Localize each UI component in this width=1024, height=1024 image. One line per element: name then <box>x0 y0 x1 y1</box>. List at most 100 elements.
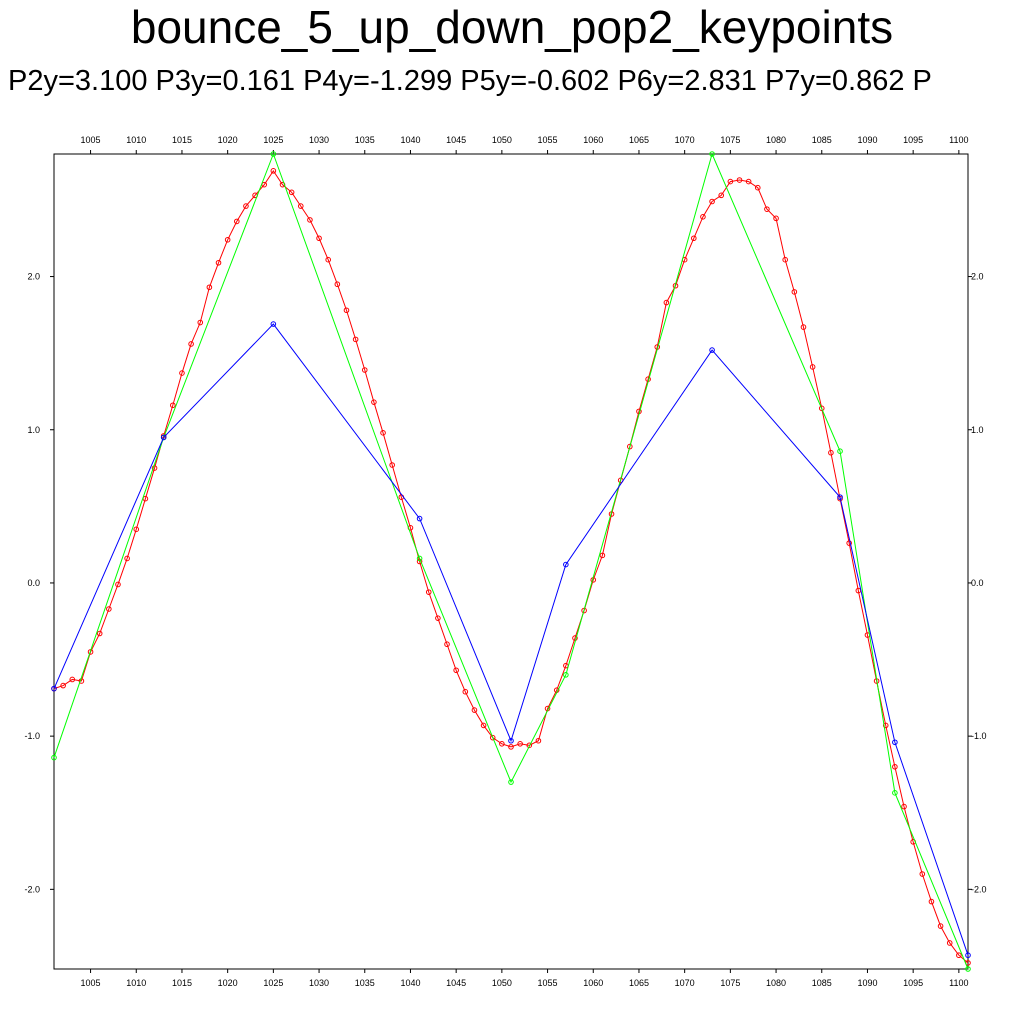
data-point <box>170 402 176 409</box>
data-point <box>818 405 825 412</box>
series-layer <box>51 151 971 972</box>
x-tick-label-top: 1065 <box>629 135 649 145</box>
data-point <box>435 615 441 621</box>
x-tick-label-top: 1030 <box>309 135 329 145</box>
series-0 <box>51 168 971 966</box>
data-point <box>453 667 459 674</box>
x-tick-label-bottom: 1025 <box>263 978 283 988</box>
x-tick-label-top: 1015 <box>172 135 192 145</box>
data-point <box>627 443 633 450</box>
data-point <box>837 448 843 455</box>
x-tick-label-bottom: 1065 <box>629 978 649 988</box>
x-tick-label-bottom: 1095 <box>903 978 923 988</box>
data-point <box>809 364 816 370</box>
x-tick-label-top: 1085 <box>812 135 832 145</box>
data-point <box>764 206 770 212</box>
x-tick-label-bottom: 1005 <box>81 978 101 988</box>
x-tick-label-top: 1045 <box>446 135 466 145</box>
data-point <box>800 324 807 330</box>
data-point <box>517 741 523 747</box>
x-tick-label-top: 1075 <box>720 135 740 145</box>
x-tick-label-bottom: 1085 <box>812 978 832 988</box>
data-point <box>224 236 231 243</box>
data-point <box>188 341 194 347</box>
data-point <box>416 555 423 562</box>
x-tick-label-top: 1025 <box>263 135 283 145</box>
y-tick-label-right: 0.0 <box>971 578 984 588</box>
data-point <box>901 803 907 810</box>
data-point <box>444 641 450 648</box>
y-tick-label-left: 2.0 <box>27 272 40 282</box>
data-point <box>243 203 249 209</box>
data-point <box>736 177 743 183</box>
data-point <box>480 722 487 729</box>
data-point <box>928 898 935 905</box>
data-point <box>535 737 542 744</box>
data-point <box>709 151 715 157</box>
data-point <box>791 289 798 295</box>
series-line-2 <box>53 323 969 956</box>
x-tick-label-bottom: 1075 <box>720 978 740 988</box>
y-tick-label-left: 0.0 <box>27 578 40 588</box>
data-point <box>96 630 103 637</box>
data-point <box>179 370 185 376</box>
data-point <box>160 434 167 441</box>
x-tick-label-bottom: 1045 <box>446 978 466 988</box>
data-point <box>892 739 898 746</box>
data-point <box>937 923 944 929</box>
x-tick-label-top: 1040 <box>400 135 420 145</box>
data-point <box>206 284 213 291</box>
data-point <box>325 256 332 263</box>
x-tick-label-top: 1055 <box>538 135 558 145</box>
data-point <box>389 462 395 468</box>
x-tick-label-bottom: 1035 <box>355 978 375 988</box>
series-line-0 <box>53 169 969 964</box>
data-point <box>727 178 734 185</box>
data-point <box>599 552 606 559</box>
y-tick-label-right: -2.0 <box>971 884 987 894</box>
x-tick-label-top: 1005 <box>81 135 101 145</box>
data-point <box>508 779 514 785</box>
x-tick-label-bottom: 1090 <box>857 978 877 988</box>
data-point <box>371 399 377 405</box>
x-tick-label-top: 1095 <box>903 135 923 145</box>
x-tick-label-top: 1070 <box>675 135 695 145</box>
x-tick-label-bottom: 1015 <box>172 978 192 988</box>
x-tick-label-bottom: 1010 <box>126 978 146 988</box>
x-tick-label-top: 1060 <box>583 135 603 145</box>
data-point <box>69 676 76 683</box>
data-point <box>115 581 121 588</box>
y-tick-label-right: -1.0 <box>971 731 987 741</box>
data-point <box>965 952 971 959</box>
data-point <box>352 336 359 343</box>
series-line-1 <box>53 152 969 970</box>
data-point <box>51 754 57 761</box>
series-1 <box>51 151 971 972</box>
axes: 1005 1005 1010 1010 1015 1015 1020 1020 1025 1025… <box>24 135 986 988</box>
data-point <box>489 734 496 741</box>
data-point <box>343 307 350 314</box>
plot-frame <box>53 153 969 970</box>
data-point <box>946 940 953 946</box>
x-tick-label-bottom: 1080 <box>766 978 786 988</box>
y-tick-label-left: -2.0 <box>24 884 40 894</box>
data-point <box>709 347 715 353</box>
x-tick-label-bottom: 1100 <box>949 978 968 988</box>
y-tick-label-right: 1.0 <box>971 425 984 435</box>
x-tick-label-top: 1080 <box>766 135 786 145</box>
data-point <box>307 217 313 223</box>
data-point <box>133 526 140 533</box>
chart-subtitle: P2y=3.100 P3y=0.161 P4y=-1.299 P5y=-0.60… <box>8 65 932 97</box>
data-point <box>563 561 569 568</box>
data-point <box>956 952 962 959</box>
data-point <box>106 606 112 612</box>
x-tick-label-bottom: 1050 <box>492 978 512 988</box>
data-point <box>297 203 304 209</box>
data-point <box>663 299 670 306</box>
data-point <box>197 319 204 326</box>
data-point <box>563 672 569 678</box>
data-point <box>151 465 158 471</box>
data-point <box>892 763 898 770</box>
data-point <box>361 367 368 373</box>
